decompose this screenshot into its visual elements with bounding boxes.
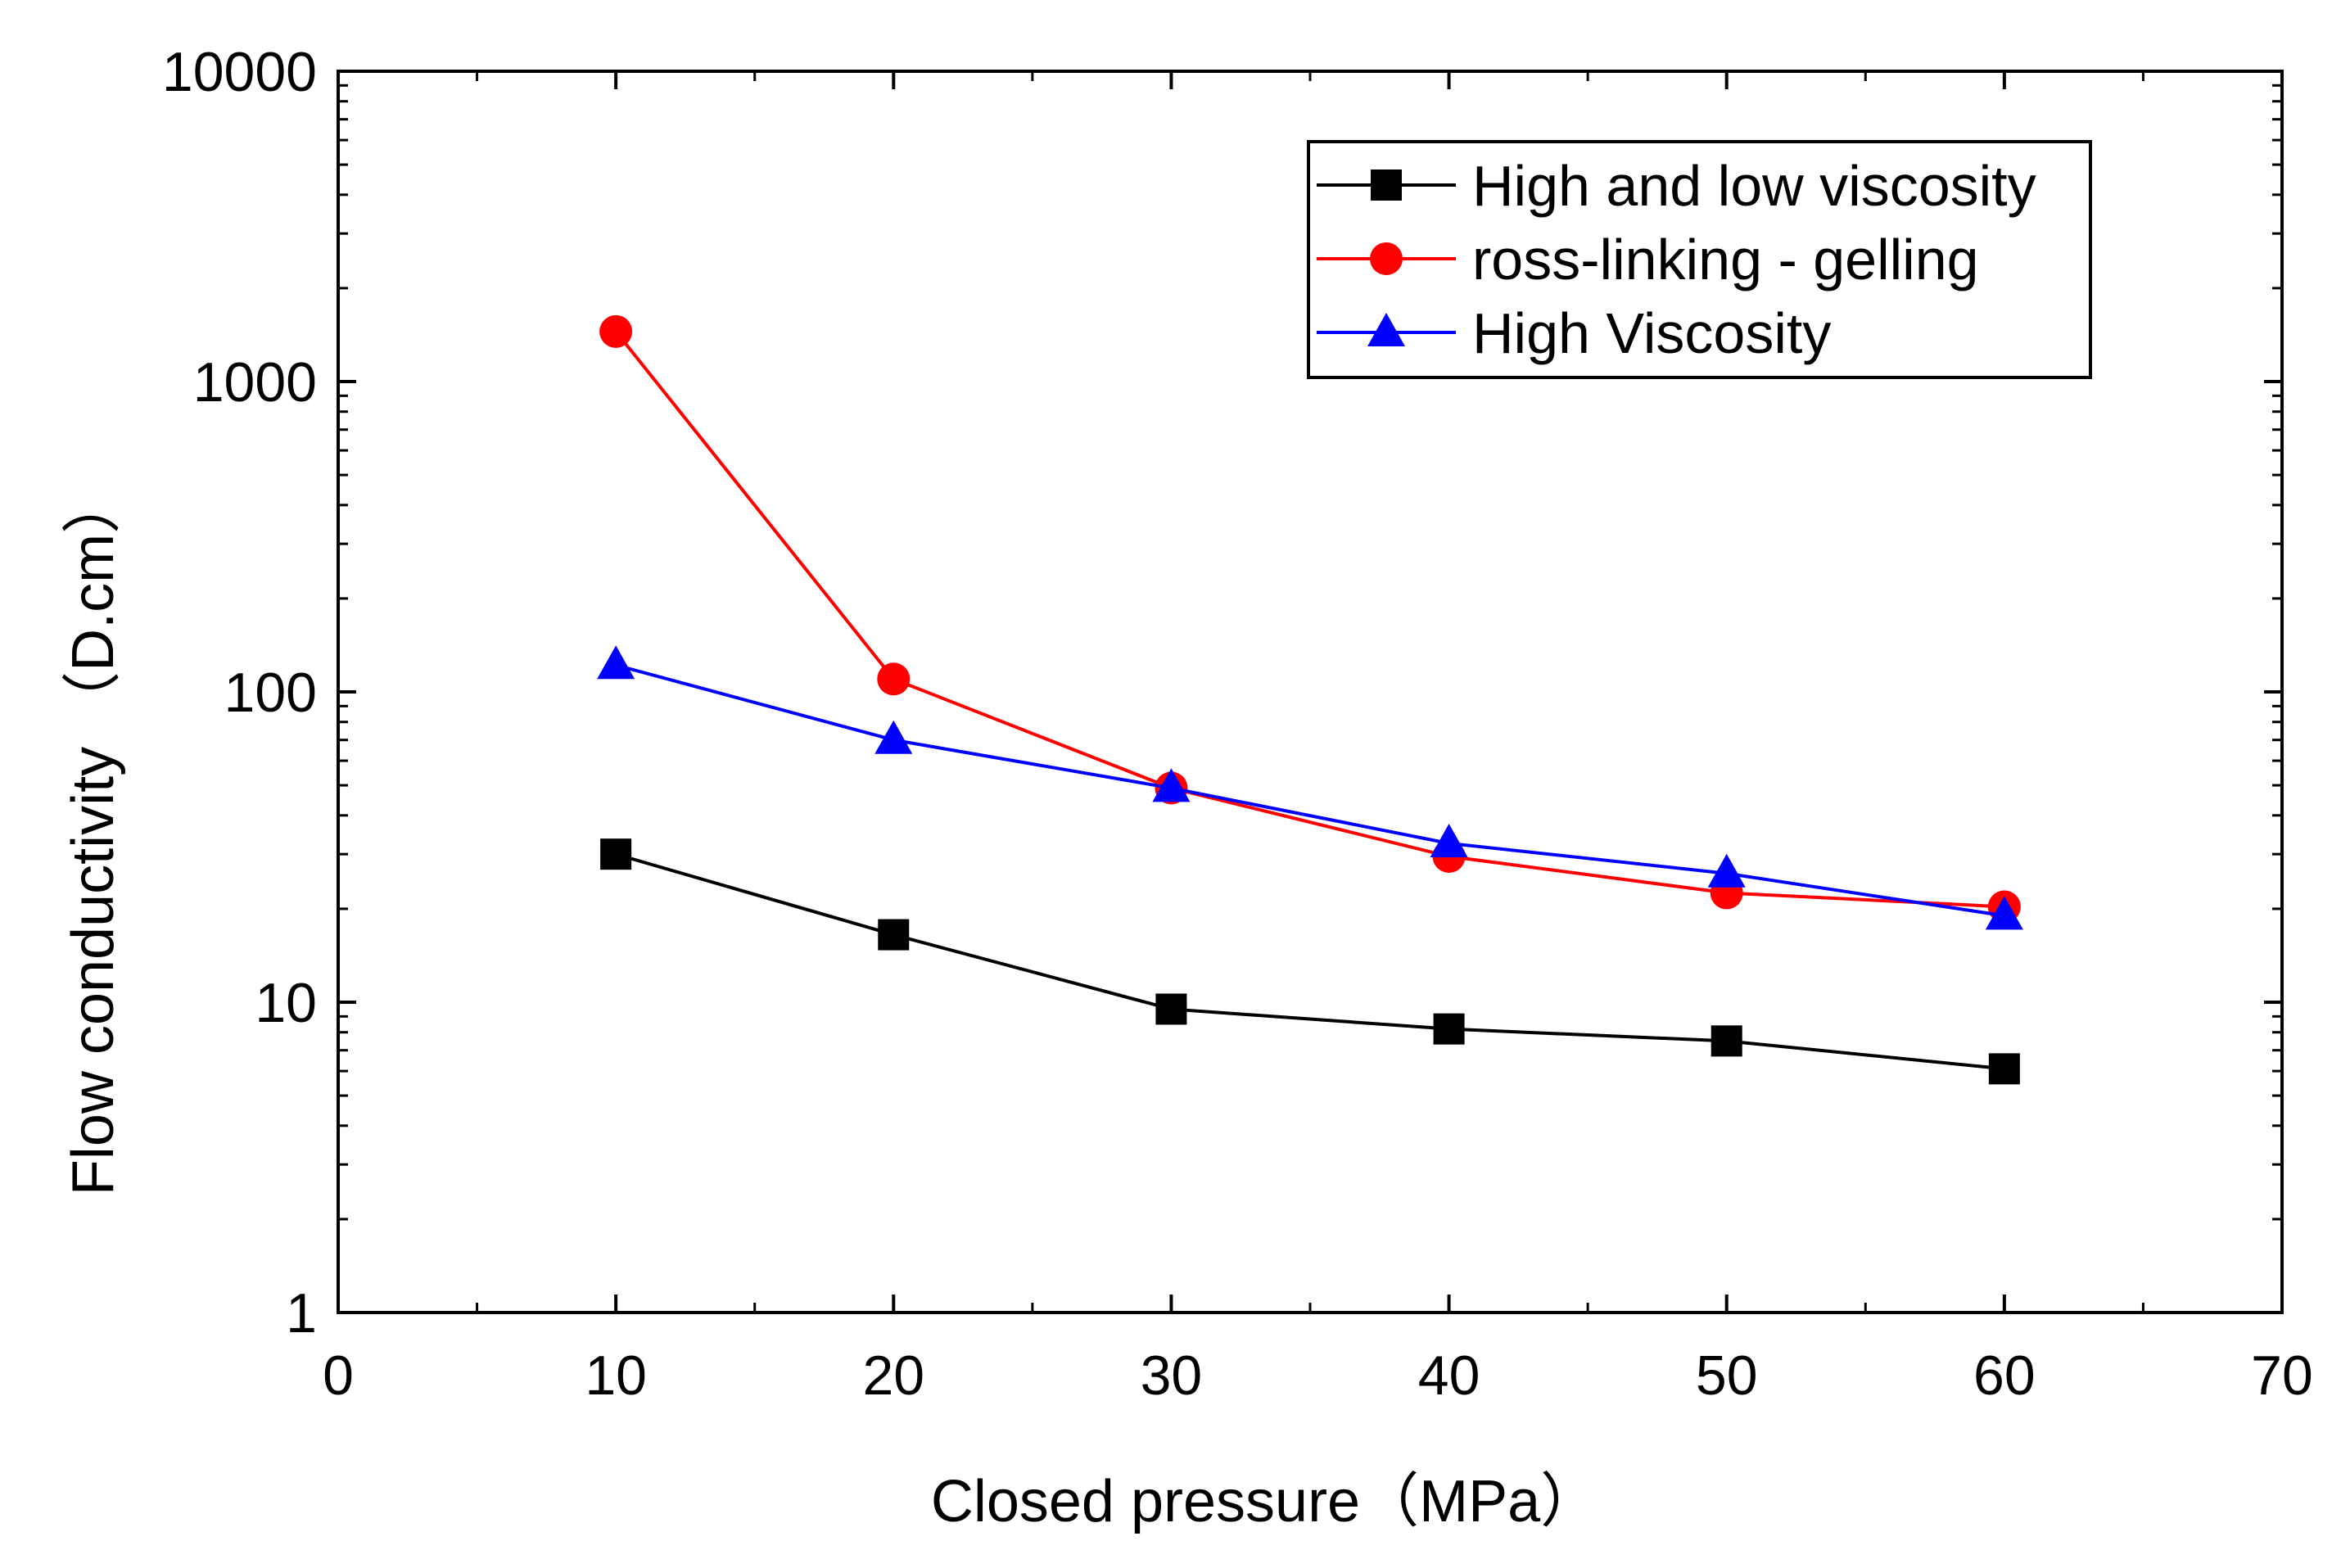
series-line — [614, 330, 2004, 909]
series-layer — [597, 314, 2023, 1085]
axes-layer: 0 10 20 30 40 50 60 70 1 10 100 1000 10000 — [162, 41, 2313, 1407]
legend-label: ross-linking - gelling — [1472, 228, 1979, 291]
x-tick-label: 60 — [1973, 1344, 2036, 1407]
x-tick-label: 0 — [323, 1344, 354, 1407]
legend-marker — [1371, 169, 1402, 201]
x-tick-label: 50 — [1696, 1344, 1758, 1407]
data-point-square — [878, 919, 910, 951]
data-point-square — [1988, 1053, 2020, 1085]
data-point-circle — [877, 662, 911, 696]
y-tick-label: 10 — [255, 972, 317, 1034]
data-point-triangle — [874, 720, 913, 754]
data-point-square — [600, 838, 632, 870]
data-point-triangle — [1152, 768, 1191, 802]
y-tick-label: 1 — [286, 1282, 317, 1344]
x-axis-title: Closed pressure（MPa） — [931, 1469, 1599, 1534]
x-tick-label: 20 — [862, 1344, 924, 1407]
data-point-triangle — [1985, 896, 2023, 930]
y-tick-label: 100 — [224, 662, 317, 724]
y-tick-label: 10000 — [162, 41, 317, 103]
y-tick-label: 1000 — [193, 351, 317, 413]
x-tick-label: 30 — [1141, 1344, 1203, 1407]
data-point-triangle — [1430, 823, 1468, 857]
y-axis-title: Flow conductivity （D.cm） — [61, 475, 126, 1195]
legend-marker — [1367, 313, 1405, 346]
series-line — [615, 663, 2005, 918]
data-point-square — [1155, 993, 1187, 1025]
legend-label: High Viscosity — [1472, 301, 1831, 365]
x-tick-label: 70 — [2251, 1344, 2313, 1407]
series-line — [615, 852, 2005, 1071]
series-0 — [600, 838, 2020, 1085]
data-point-triangle — [1707, 853, 1746, 888]
data-point-triangle — [597, 645, 635, 680]
legend: High and low viscosity ross-linking - gel… — [1307, 140, 2092, 379]
x-tick-label: 10 — [585, 1344, 647, 1407]
data-point-square — [1711, 1025, 1742, 1057]
x-tick-label: 40 — [1418, 1344, 1480, 1407]
series-2 — [597, 645, 2023, 930]
data-point-circle — [599, 314, 633, 348]
legend-label: High and low viscosity — [1472, 154, 2036, 218]
legend-marker — [1370, 242, 1403, 275]
data-point-square — [1433, 1013, 1465, 1045]
